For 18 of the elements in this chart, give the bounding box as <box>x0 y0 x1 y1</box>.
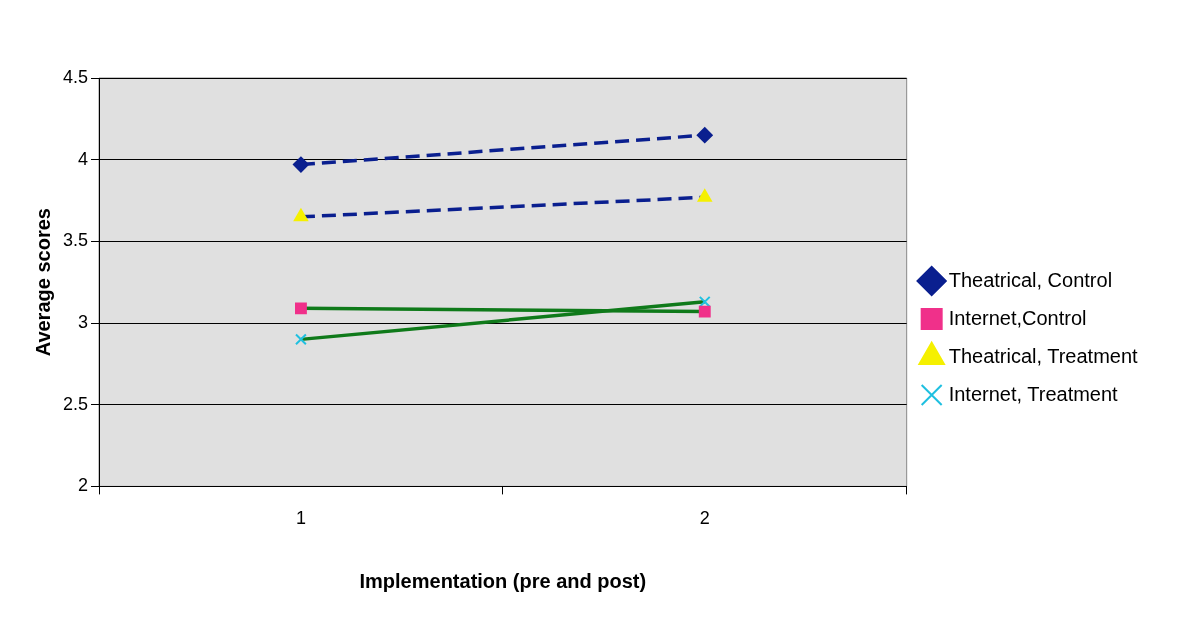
x-axis-title: Implementation (pre and post) <box>359 569 647 592</box>
point <box>698 305 711 318</box>
y-tick-label: 4.5 <box>62 66 89 87</box>
point <box>292 156 309 173</box>
y-tick-label: 2 <box>78 475 89 496</box>
y-tick-label: 4 <box>78 148 89 169</box>
x-tick-label: 1 <box>295 508 306 529</box>
y-tick-label: 2.5 <box>62 393 89 414</box>
point <box>696 127 713 144</box>
point <box>294 302 307 315</box>
point <box>294 333 307 346</box>
legend-label: Internet,Control <box>948 306 1087 329</box>
legend-label: Theatrical, Control <box>948 268 1113 291</box>
y-tick-label: 3.5 <box>62 230 89 251</box>
legend-label: Internet, Treatment <box>948 382 1119 405</box>
y-axis-title: Average scores <box>31 208 54 357</box>
legend-label: Theatrical, Treatment <box>948 344 1139 367</box>
y-tick-label: 3 <box>78 312 89 333</box>
